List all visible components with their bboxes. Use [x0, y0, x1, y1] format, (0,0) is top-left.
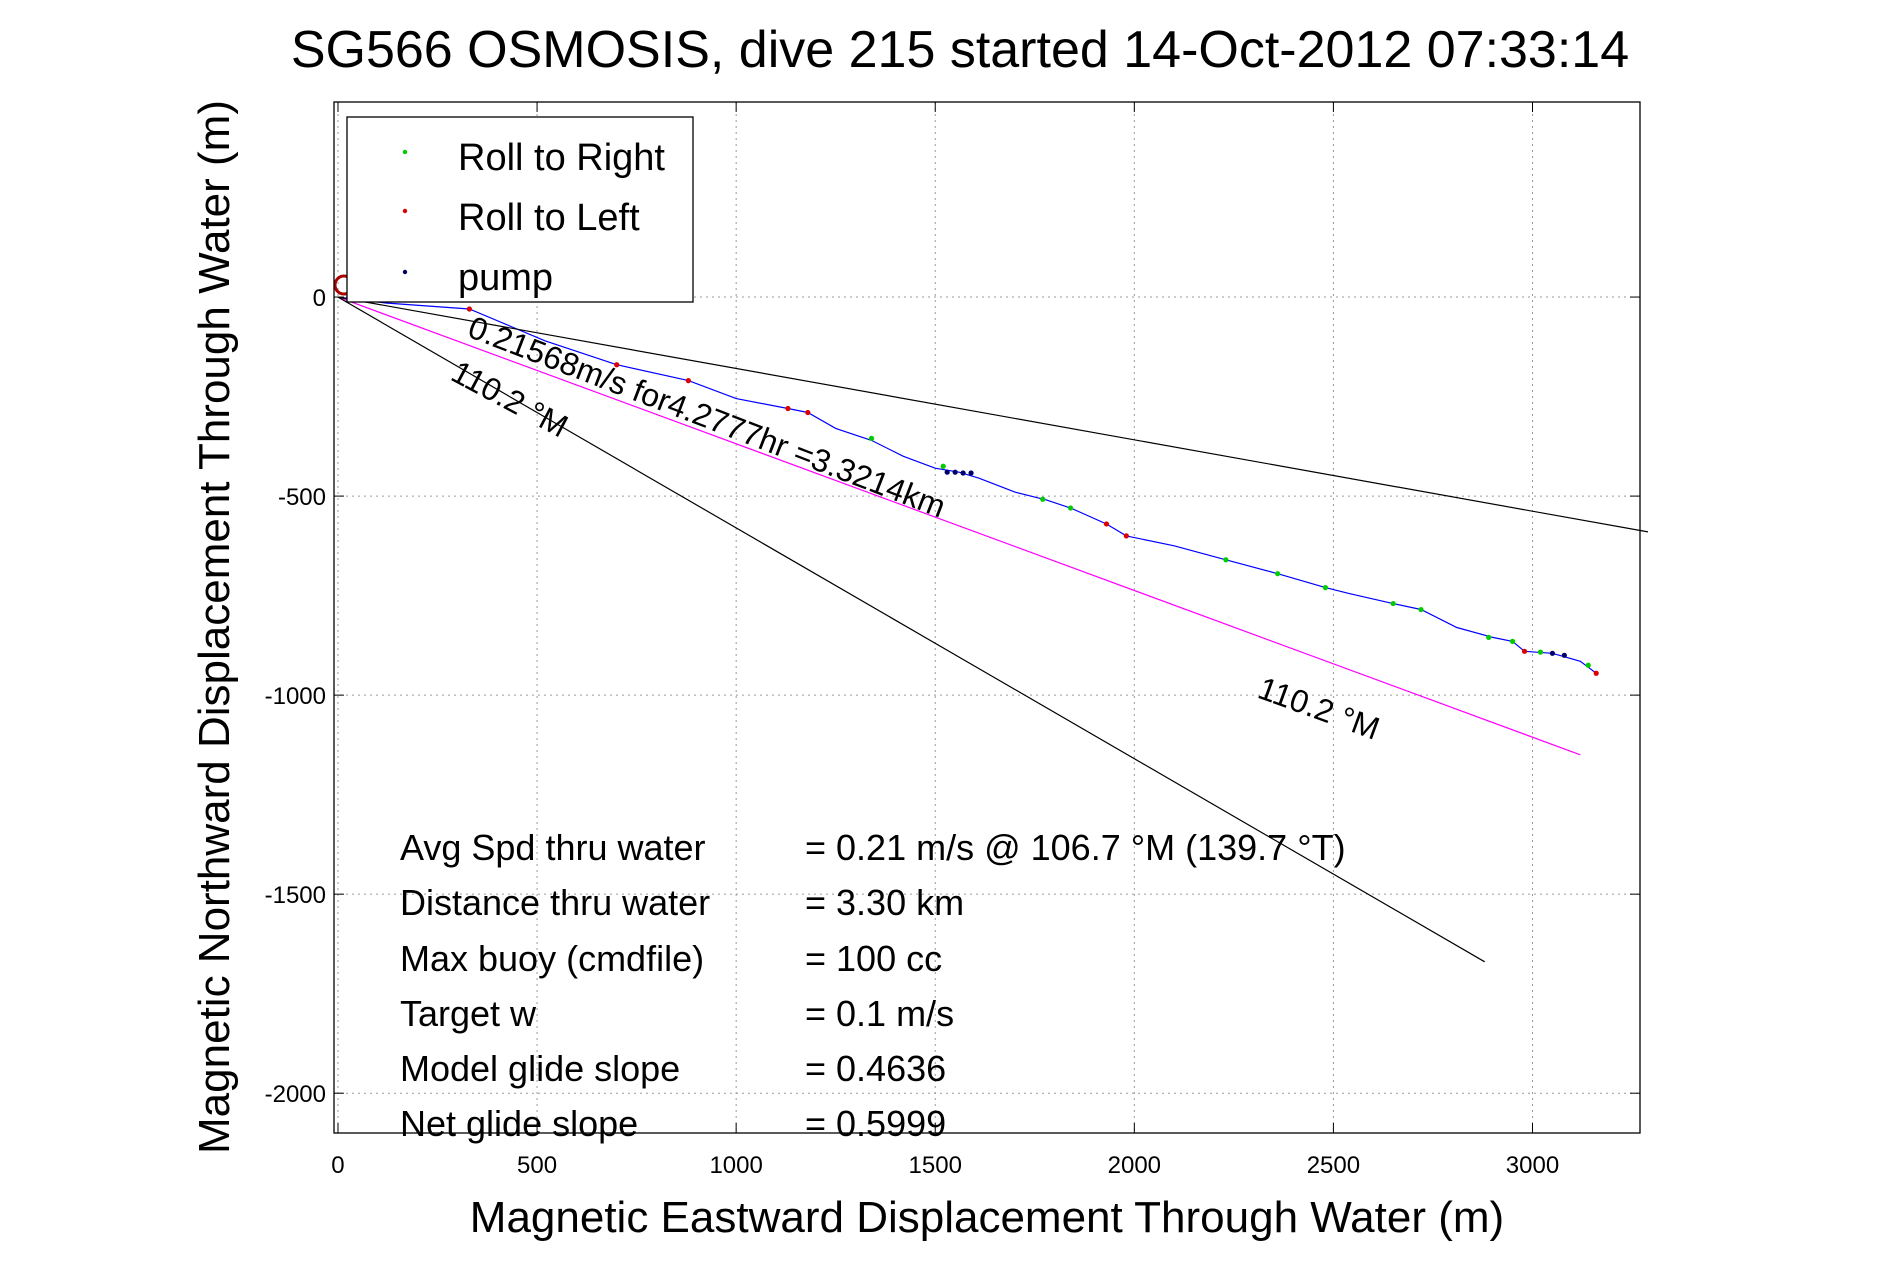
- pump-point: [960, 470, 966, 476]
- summary-value: = 0.21 m/s @ 106.7 °M (139.7 °T): [805, 827, 1346, 868]
- heading-line-lower: [337, 296, 1486, 963]
- legend: Roll to Right Roll to Left pump: [346, 116, 694, 303]
- roll-right-point: [1537, 649, 1544, 655]
- roll-right-point: [1040, 496, 1046, 502]
- roll-right-point: [1585, 662, 1591, 668]
- roll-right-point: [1418, 606, 1424, 613]
- x-tick-label: 2500: [1307, 1152, 1360, 1179]
- roll-right-point: [1486, 634, 1492, 641]
- pump-point: [952, 469, 958, 475]
- roll-right-point: [1275, 571, 1281, 577]
- legend-marker-roll-right: [402, 149, 408, 155]
- summary-label: Net glide slope: [400, 1103, 638, 1144]
- legend-marker-roll-left: [402, 208, 408, 214]
- summary-value: = 3.30 km: [805, 882, 964, 923]
- heading-line-upper: [337, 296, 1649, 533]
- x-tick-label: 1000: [709, 1152, 762, 1179]
- pump-point: [968, 470, 974, 476]
- summary-label: Target w: [400, 993, 537, 1034]
- y-tick-label: -1000: [265, 683, 326, 710]
- summary-label: Max buoy (cmdfile): [400, 938, 704, 979]
- y-tick-label: -1500: [265, 882, 326, 909]
- legend-label: pump: [458, 257, 553, 299]
- roll-left-point: [1103, 521, 1110, 527]
- summary-block: Avg Spd thru water = 0.21 m/s @ 106.7 °M…: [400, 827, 1346, 1144]
- x-tick-label: 0: [331, 1152, 344, 1179]
- roll-left-point: [466, 306, 472, 312]
- summary-label: Model glide slope: [400, 1048, 680, 1089]
- x-tick-label: 500: [517, 1152, 557, 1179]
- roll-left-point: [805, 409, 811, 416]
- plot-frame: [333, 101, 1641, 1134]
- x-tick-label: 3000: [1506, 1152, 1559, 1179]
- average-speed-line: [337, 296, 1581, 756]
- roll-left-point: [1521, 648, 1528, 654]
- roll-left-point: [1123, 533, 1129, 539]
- x-tick-label: 2000: [1108, 1152, 1161, 1179]
- x-axis-label: Magnetic Eastward Displacement Through W…: [470, 1193, 1504, 1242]
- roll-right-point: [1390, 600, 1396, 607]
- glider-track-line: [337, 296, 1597, 674]
- summary-value: = 0.4636: [805, 1048, 946, 1089]
- summary-label: Avg Spd thru water: [400, 827, 706, 868]
- x-tick-label: 1500: [909, 1152, 962, 1179]
- summary-value: = 100 cc: [805, 938, 942, 979]
- roll-right-point: [1068, 505, 1074, 511]
- roll-right-point: [868, 435, 875, 441]
- roll-left-point: [1593, 670, 1599, 676]
- roll-left-point: [685, 378, 691, 384]
- roll-left-point: [785, 405, 791, 412]
- roll-right-point: [1322, 585, 1329, 591]
- legend-marker-pump: [402, 269, 408, 275]
- data-lines: [333, 274, 1649, 963]
- axis-ticks: 0 500 1000 1500 2000 2500 3000 0 -500 -1000 -1500 -…: [265, 102, 1640, 1179]
- summary-value: = 0.5999: [805, 1103, 946, 1144]
- pump-point: [1549, 650, 1556, 656]
- roll-right-point: [1509, 638, 1516, 644]
- roll-left-point: [614, 362, 620, 368]
- y-tick-label: -2000: [265, 1081, 326, 1108]
- y-axis-label: Magnetic Northward Displacement Through …: [190, 100, 239, 1154]
- pump-point: [1561, 652, 1567, 658]
- roll-right-point: [940, 463, 946, 469]
- roll-right-point: [1223, 557, 1229, 563]
- legend-label: Roll to Right: [458, 137, 665, 179]
- y-tick-label: 0: [313, 285, 326, 312]
- summary-label: Distance thru water: [400, 882, 710, 923]
- chart-title: SG566 OSMOSIS, dive 215 started 14-Oct-2…: [291, 21, 1629, 79]
- data-points: [466, 306, 1599, 676]
- y-tick-label: -500: [278, 484, 326, 511]
- legend-label: Roll to Left: [458, 197, 640, 239]
- pump-point: [944, 469, 950, 475]
- summary-value: = 0.1 m/s: [805, 993, 954, 1034]
